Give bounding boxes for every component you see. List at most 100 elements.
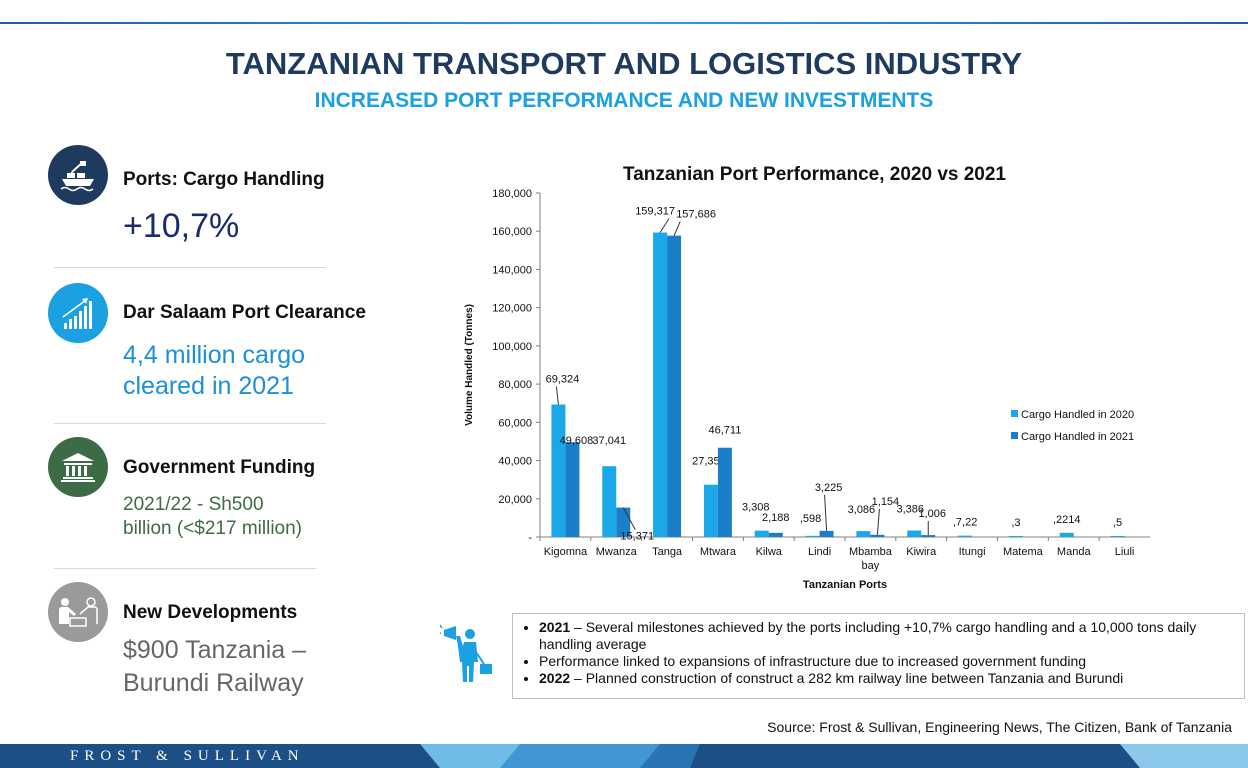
- growth-chart-icon: [48, 283, 108, 343]
- stat-label: New Developments: [123, 602, 298, 623]
- bar-2020: [602, 466, 617, 537]
- x-tick-label: Lindi: [808, 546, 831, 558]
- x-tick-label: Liuli: [1115, 546, 1135, 558]
- bar-2020: [907, 530, 922, 537]
- label-leader: [824, 494, 828, 531]
- y-axis-title: Volume Handled (Tonnes): [464, 304, 475, 426]
- stat-government-funding: Government Funding 2021/22 - Sh500 billi…: [48, 437, 368, 547]
- chart-title: Tanzanian Port Performance, 2020 vs 2021: [623, 164, 1006, 185]
- bar-2020: [1110, 536, 1125, 537]
- page-subtitle: INCREASED PORT PERFORMANCE AND NEW INVES…: [314, 89, 934, 112]
- data-label: ,2214: [1053, 514, 1081, 526]
- bar-2020: [754, 530, 769, 537]
- note-text: Performance linked to expansions of infr…: [539, 653, 1087, 669]
- page-title: TANZANIAN TRANSPORT AND LOGISTICS INDUST…: [225, 46, 1023, 81]
- legend-label: Cargo Handled in 2020: [1021, 409, 1134, 421]
- stat-new-developments: New Developments $900 Tanzania – Burundi…: [48, 582, 368, 702]
- bar-2020: [805, 535, 820, 537]
- stat-port-clearance: Dar Salaam Port Clearance 4,4 million ca…: [48, 283, 368, 403]
- bar-2021: [870, 534, 885, 537]
- x-axis-title: Tanzanian Ports: [803, 579, 887, 591]
- x-tick-label: Matema: [1003, 546, 1044, 558]
- bar-2020: [703, 484, 718, 537]
- bar-2020: [1059, 532, 1074, 537]
- x-tick-label: Tanga: [652, 546, 683, 558]
- divider: [54, 568, 316, 569]
- bar-2021: [921, 535, 936, 537]
- note-item: Performance linked to expansions of infr…: [539, 653, 1236, 670]
- note-year: 2021: [539, 619, 571, 635]
- stat-label: Ports: Cargo Handling: [123, 169, 325, 190]
- data-label: 157,686: [676, 209, 716, 221]
- data-label: ,598: [800, 513, 821, 525]
- data-label: ,3: [1011, 517, 1020, 529]
- note-year: 2022: [539, 670, 571, 686]
- bar-2020: [958, 535, 973, 537]
- frost-sullivan-logo: FROST & SULLIVAN: [70, 748, 305, 764]
- y-tick-label: -: [528, 532, 532, 544]
- legend-swatch: [1011, 432, 1018, 439]
- stat-value-line: billion (<$217 million): [123, 518, 303, 539]
- label-leader: [622, 507, 636, 530]
- megaphone-person-icon: [438, 622, 500, 691]
- stat-value-line: 4,4 million cargo: [123, 341, 306, 369]
- x-tick-label: Mtwara: [700, 546, 737, 558]
- source-note: Source: Frost & Sullivan, Engineering Ne…: [767, 719, 1232, 735]
- data-label: 46,711: [709, 425, 742, 437]
- bank-icon: [48, 437, 108, 497]
- data-label: 1,006: [918, 508, 946, 520]
- bar-2020: [856, 531, 871, 537]
- data-label: 2,188: [762, 512, 790, 524]
- divider: [54, 423, 326, 424]
- x-tick-label: Mwanza: [596, 546, 638, 558]
- x-tick-label: Itungi: [959, 546, 986, 558]
- data-label: 37,041: [592, 435, 626, 447]
- bar-2021: [768, 532, 783, 537]
- footer-bar: FROST & SULLIVAN: [0, 744, 1248, 768]
- note-text: – Several milestones achieved by the por…: [539, 619, 1197, 652]
- stat-value-line: $900 Tanzania –: [123, 636, 307, 664]
- x-tick-label: Kiwira: [906, 546, 937, 558]
- data-label: 49,608: [560, 435, 594, 447]
- note-item: 2021 – Several milestones achieved by th…: [539, 619, 1236, 653]
- y-tick-label: 80,000: [498, 379, 532, 391]
- bar-2020: [551, 404, 566, 537]
- ship-icon: [48, 145, 108, 205]
- y-tick-label: 100,000: [492, 341, 532, 353]
- y-tick-label: 20,000: [498, 494, 532, 506]
- x-tick-label: Kigomna: [544, 546, 588, 558]
- data-label: 3,308: [742, 502, 770, 514]
- data-label: ,5: [1113, 517, 1122, 529]
- stat-value: +10,7%: [123, 207, 240, 245]
- label-leader: [876, 508, 880, 535]
- data-label: ,7,22: [953, 517, 977, 529]
- bar-2021: [667, 235, 682, 537]
- x-tick-label: bay: [862, 560, 880, 572]
- data-label: 1,154: [872, 496, 900, 508]
- bar-2021: [565, 442, 580, 537]
- data-label: 3,225: [815, 482, 843, 494]
- legend-swatch: [1011, 410, 1018, 417]
- y-tick-label: 120,000: [492, 303, 532, 315]
- bar-2021: [717, 447, 732, 537]
- handshake-icon: [48, 582, 108, 642]
- y-tick-label: 40,000: [498, 456, 532, 468]
- label-leader: [673, 221, 681, 236]
- x-tick-label: Mbamba: [849, 546, 893, 558]
- y-tick-label: 180,000: [492, 188, 532, 200]
- bar-2021: [819, 530, 834, 537]
- stat-label: Government Funding: [123, 457, 316, 478]
- y-tick-label: 140,000: [492, 264, 532, 276]
- legend-label: Cargo Handled in 2021: [1021, 431, 1134, 443]
- label-leader: [659, 218, 670, 233]
- data-label: 15,371: [620, 531, 654, 543]
- x-tick-label: Kilwa: [756, 546, 783, 558]
- label-leader: [555, 386, 559, 405]
- notes-box: 2021 – Several milestones achieved by th…: [512, 613, 1245, 699]
- stat-cargo-handling: Ports: Cargo Handling +10,7%: [48, 145, 368, 245]
- stat-value-line: Burundi Railway: [123, 669, 304, 697]
- x-tick-label: Manda: [1057, 546, 1092, 558]
- y-tick-label: 60,000: [498, 417, 532, 429]
- note-text: – Planned construction of construct a 28…: [570, 670, 1124, 686]
- data-label: 159,317: [635, 206, 675, 218]
